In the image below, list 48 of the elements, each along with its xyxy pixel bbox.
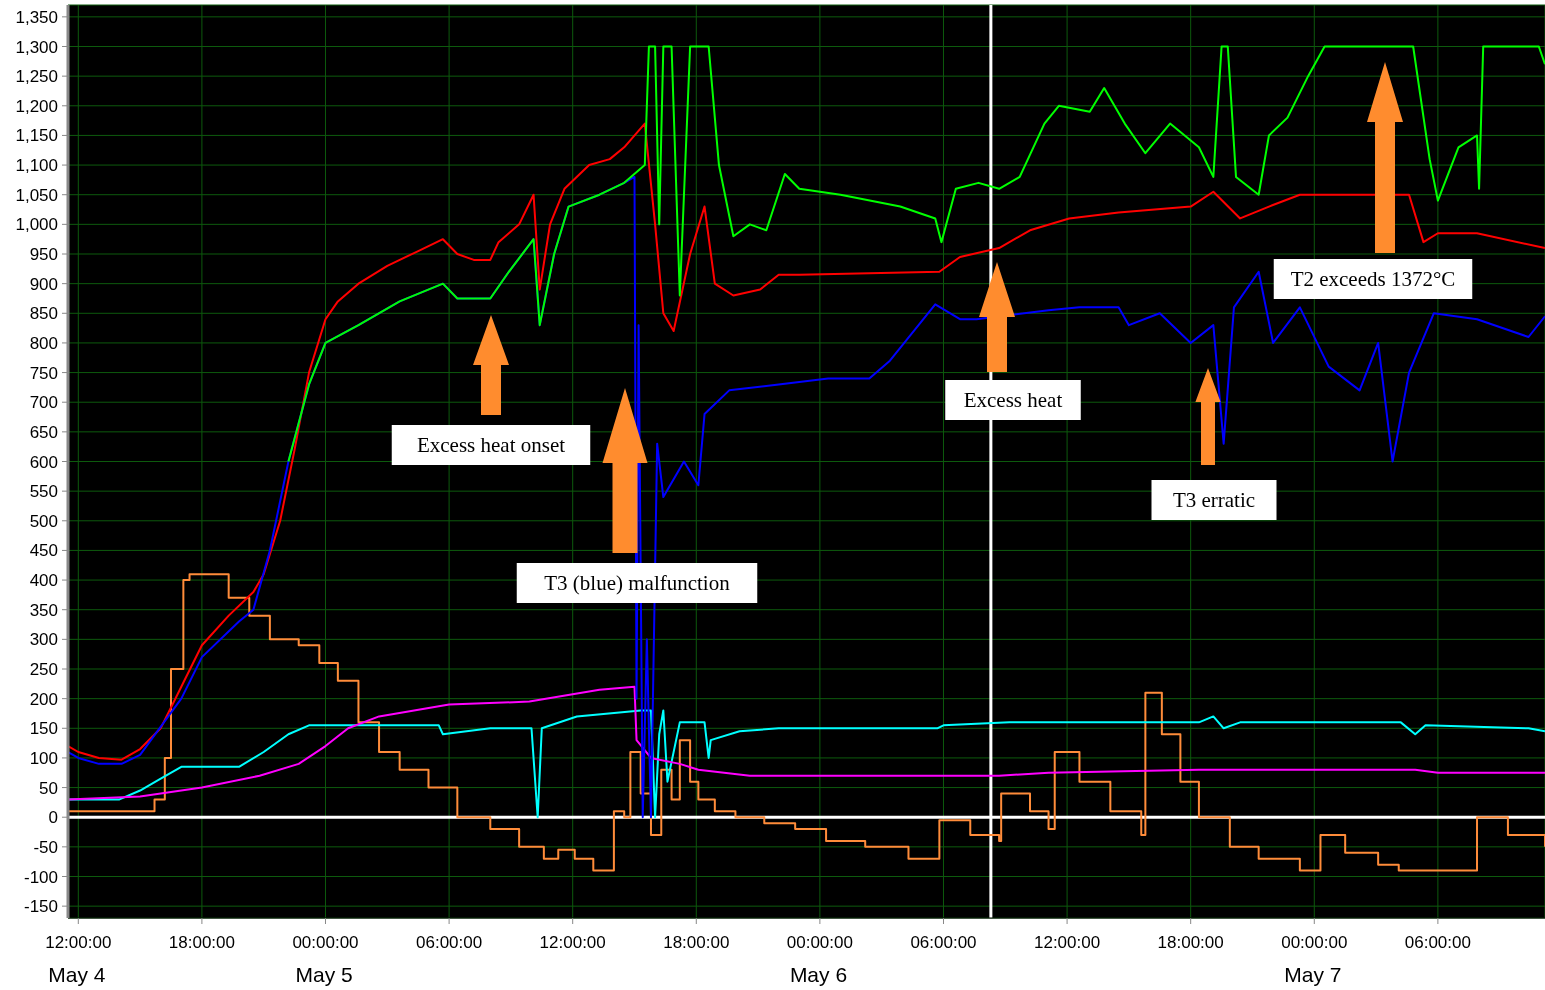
y-tick-label: 500 bbox=[29, 511, 58, 531]
y-tick-label: 250 bbox=[29, 660, 58, 679]
x-tick-label: 06:00:00 bbox=[910, 933, 977, 952]
x-tick-label: 06:00:00 bbox=[416, 933, 483, 952]
y-tick-label: 1,300 bbox=[15, 37, 58, 57]
y-tick-label: -100 bbox=[23, 867, 58, 887]
annotation: T3 erratic bbox=[1172, 488, 1256, 512]
y-tick-label: 1,250 bbox=[15, 67, 58, 87]
y-tick-label: 300 bbox=[29, 630, 58, 650]
y-tick-label: 900 bbox=[29, 274, 58, 294]
x-tick-label: 18:00:00 bbox=[168, 933, 235, 952]
y-tick-label: 150 bbox=[29, 719, 58, 739]
y-tick-label: 400 bbox=[29, 571, 58, 591]
y-tick-label: 750 bbox=[29, 363, 58, 383]
x-tick-label: 12:00:00 May 4 bbox=[45, 933, 112, 986]
y-tick-label: 1,000 bbox=[15, 215, 58, 235]
annotation: Excess heat onset bbox=[416, 433, 566, 457]
y-tick-label: 1,150 bbox=[15, 126, 58, 146]
x-tick-label: 18:00:00 bbox=[663, 933, 730, 952]
y-tick-label: 50 bbox=[39, 778, 58, 798]
annotation: Excess heat bbox=[963, 388, 1063, 412]
x-tick-label: 00:00:00 May 5 bbox=[292, 933, 359, 986]
annotation: T2 exceeds 1372°C bbox=[1290, 267, 1456, 291]
y-tick-label: -150 bbox=[23, 897, 58, 917]
x-tick-label: 00:00:00 May 6 bbox=[786, 933, 853, 986]
y-tick-label: 200 bbox=[29, 689, 58, 709]
y-tick-label: 1,350 bbox=[15, 7, 58, 27]
y-tick-label: 700 bbox=[29, 393, 58, 413]
y-tick-label: 1,200 bbox=[15, 96, 58, 116]
y-tick-label: 1,050 bbox=[15, 185, 58, 205]
y-tick-label: 450 bbox=[29, 541, 58, 561]
x-tick-label: 12:00:00 bbox=[1033, 933, 1101, 952]
y-tick-label: 850 bbox=[29, 304, 58, 324]
y-tick-label: 800 bbox=[29, 333, 58, 353]
x-tick-label: 00:00:00 May 7 bbox=[1281, 933, 1348, 986]
x-tick-label: 06:00:00 bbox=[1404, 933, 1471, 952]
y-tick-label: 550 bbox=[29, 482, 58, 502]
y-tick-label: -50 bbox=[33, 837, 58, 857]
y-tick-label: 350 bbox=[29, 600, 58, 620]
y-tick-label: 0 bbox=[48, 808, 58, 828]
y-tick-label: 650 bbox=[29, 422, 58, 442]
annotation: T3 (blue) malfunction bbox=[544, 571, 731, 595]
y-tick-label: 100 bbox=[29, 748, 58, 768]
y-tick-label: 600 bbox=[29, 452, 58, 472]
y-tick-label: 1,100 bbox=[15, 156, 58, 176]
y-tick-label: 950 bbox=[29, 245, 58, 264]
x-tick-label: 18:00:00 bbox=[1157, 933, 1224, 952]
x-tick-label: 12:00:00 bbox=[539, 933, 606, 952]
